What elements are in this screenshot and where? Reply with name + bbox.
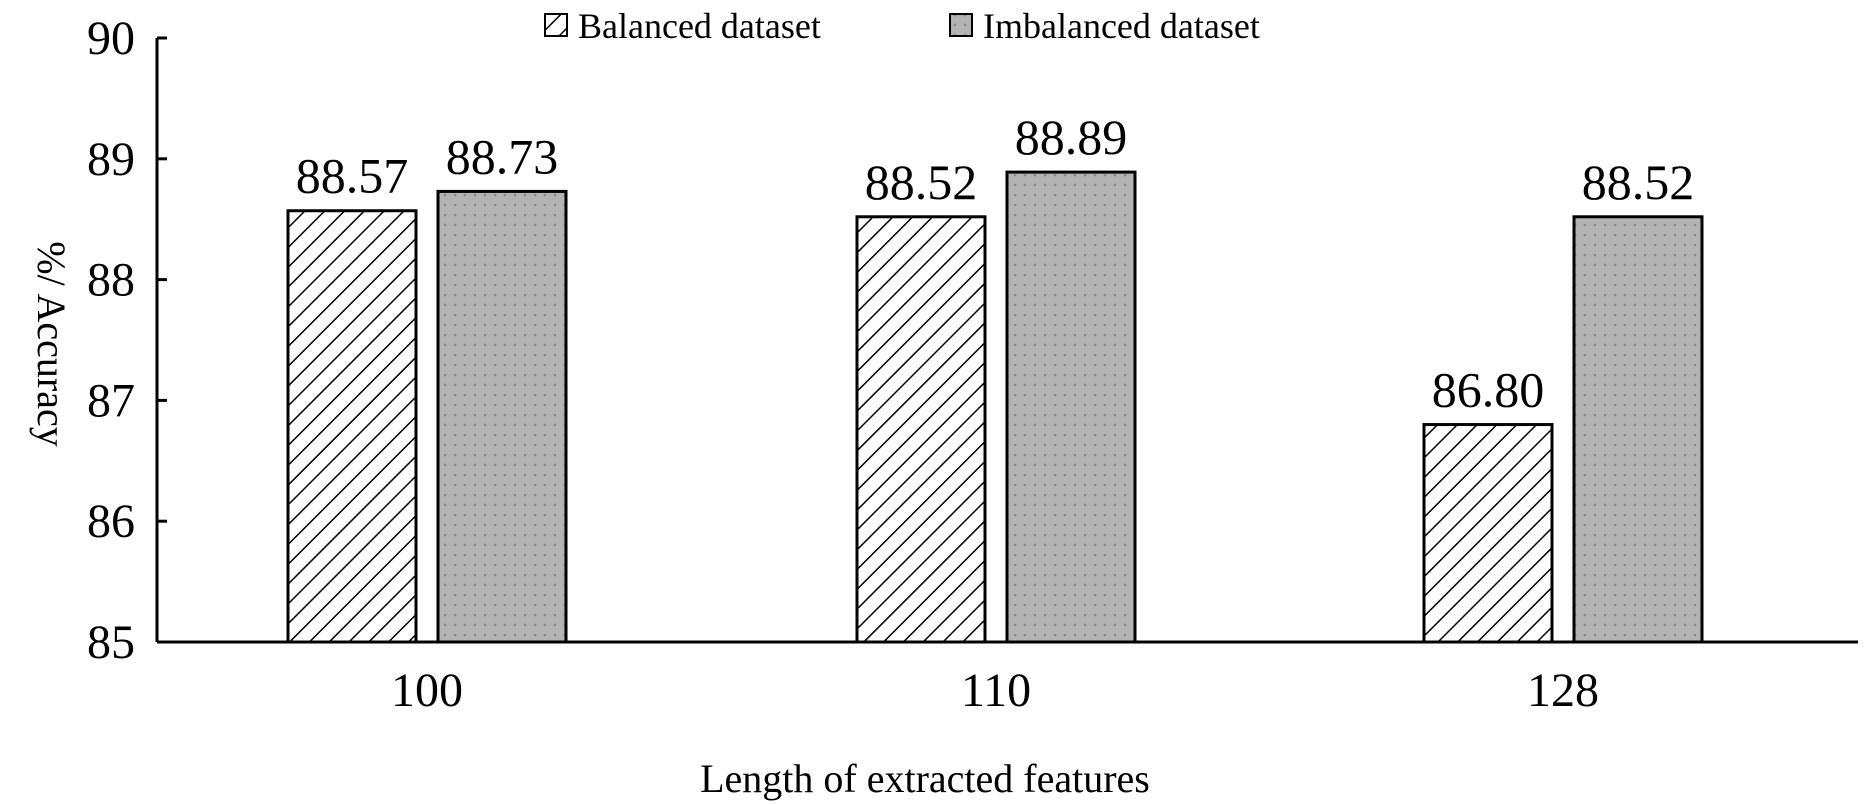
data-label-imbalanced: 88.73 <box>446 128 559 184</box>
data-label-balanced: 88.52 <box>865 154 978 210</box>
data-label-imbalanced: 88.89 <box>1015 109 1128 165</box>
legend-label-balanced: Balanced dataset <box>578 6 821 46</box>
legend: Balanced dataset Imbalanced dataset <box>544 6 1260 46</box>
bar-imbalanced <box>1005 170 1137 644</box>
y-tick-label: 89 <box>87 133 135 186</box>
legend-label-imbalanced: Imbalanced dataset <box>983 6 1260 46</box>
bar-balanced <box>1422 423 1554 644</box>
legend-swatch-imbalanced <box>949 13 973 37</box>
legend-item-imbalanced: Imbalanced dataset <box>949 6 1260 46</box>
x-axis-title: Length of extracted features <box>700 756 1150 801</box>
legend-swatch-balanced <box>544 13 568 37</box>
x-tick-label: 110 <box>961 664 1031 717</box>
y-tick-label: 88 <box>87 254 135 307</box>
y-tick-label: 90 <box>87 12 135 65</box>
plot-area: 85 86 87 88 89 90 88.57 88.73 100 88.52 88.89 110 86… <box>87 12 1858 717</box>
y-tick-label: 87 <box>87 374 135 427</box>
bar-balanced <box>286 209 418 644</box>
bar-imbalanced <box>1572 215 1704 644</box>
bar-imbalanced <box>436 189 568 644</box>
x-tick-label: 128 <box>1527 664 1599 717</box>
x-tick-label: 100 <box>391 664 463 717</box>
y-axis-title: %/ Accuracy <box>29 241 74 446</box>
data-label-imbalanced: 88.52 <box>1582 154 1695 210</box>
legend-item-balanced: Balanced dataset <box>544 6 821 46</box>
bar-balanced <box>855 215 987 644</box>
y-tick-label: 85 <box>87 616 135 669</box>
data-label-balanced: 88.57 <box>296 148 409 204</box>
data-label-balanced: 86.80 <box>1432 362 1545 418</box>
y-tick-label: 86 <box>87 495 135 548</box>
